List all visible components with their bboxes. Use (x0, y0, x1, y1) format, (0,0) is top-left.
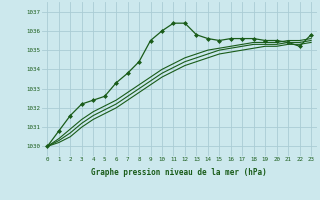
X-axis label: Graphe pression niveau de la mer (hPa): Graphe pression niveau de la mer (hPa) (91, 168, 267, 177)
